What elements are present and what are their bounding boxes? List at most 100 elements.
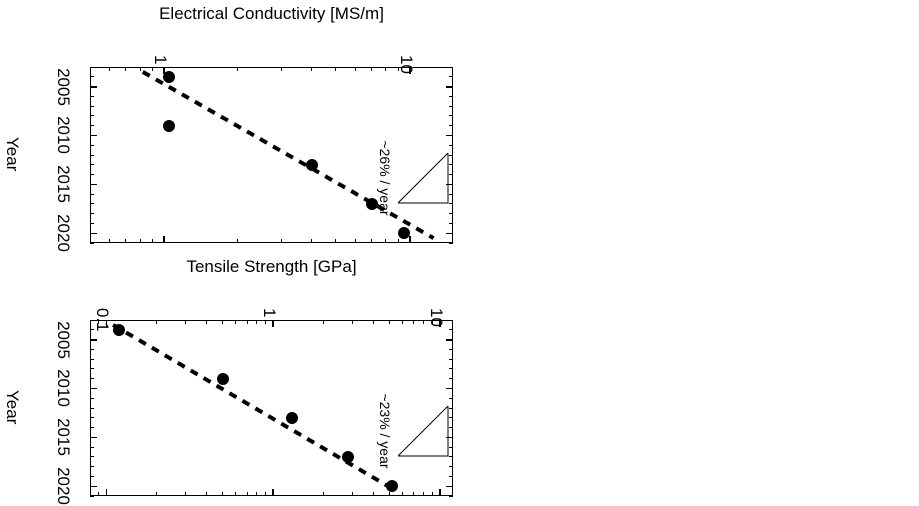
bottom_chart-yminor-top — [256, 320, 257, 324]
top_chart-xminor-r — [449, 145, 453, 146]
bottom_chart-yminor-top — [389, 320, 390, 324]
top_chart-yminor-bot — [125, 239, 126, 243]
bottom_chart-yminor-top — [352, 320, 353, 324]
top_chart-yminor-bot — [152, 239, 153, 243]
top_chart-yminor-top — [385, 67, 386, 71]
bottom_chart-yminor-bot — [423, 492, 424, 496]
bottom_chart-yminor-top — [222, 320, 223, 324]
top_chart-xminor-l — [90, 125, 94, 126]
bottom_chart-xminor-l — [90, 417, 94, 418]
bottom_chart-xtick-l — [90, 486, 97, 488]
top_chart-point — [306, 159, 318, 171]
top_chart-yminor-bot — [371, 239, 372, 243]
bottom_chart-yminor-bot — [222, 492, 223, 496]
bottom_chart-yminor-bot — [389, 492, 390, 496]
top_chart-xtick-l — [90, 135, 97, 137]
top_chart-xminor-l — [90, 115, 94, 116]
bottom_chart-xtick-r — [446, 388, 453, 390]
top_chart-yminor-bot — [385, 239, 386, 243]
top_chart-yminor-top — [371, 67, 372, 71]
bottom_chart-yminor-top — [247, 320, 248, 324]
bottom_chart-xtick-l — [90, 339, 97, 341]
bottom_chart-yminor-bot — [432, 492, 433, 496]
bottom_chart-xtick-r — [446, 339, 453, 341]
top_chart-xtick-label: 2010 — [53, 117, 73, 155]
top_chart-xminor-l — [90, 203, 94, 204]
bottom_chart-xminor-l — [90, 359, 94, 360]
bottom_chart-yminor-top — [373, 320, 374, 324]
top_chart-xtick-r — [446, 233, 453, 235]
top_chart-xminor-l — [90, 76, 94, 77]
bottom_chart-yminor-top — [206, 320, 207, 324]
bottom_chart-ytick-bot — [106, 489, 108, 496]
top_chart-y-title: Electrical Conductivity [MS/m] — [159, 4, 384, 24]
bottom_chart-yminor-top — [235, 320, 236, 324]
top_chart-ytick-bot — [163, 236, 165, 243]
bottom_chart-yminor-top — [265, 320, 266, 324]
top_chart-yminor-top — [109, 67, 110, 71]
bottom_chart-yminor-bot — [185, 492, 186, 496]
bottom_chart-point — [217, 373, 229, 385]
top_chart-ytick-bot — [409, 236, 411, 243]
bottom_chart-yminor-bot — [235, 492, 236, 496]
bottom_chart-yminor-bot — [413, 492, 414, 496]
bottom_chart-xtick-l — [90, 388, 97, 390]
bottom_chart-ytick-bot — [272, 489, 274, 496]
bottom_chart-x-title: Year — [2, 390, 22, 424]
top_chart-xminor-l — [90, 67, 94, 68]
bottom_chart-xminor-r — [449, 368, 453, 369]
top_chart-yminor-top — [355, 67, 356, 71]
bottom_chart-xminor-l — [90, 447, 94, 448]
top_chart-yminor-top — [335, 67, 336, 71]
top_chart-xminor-l — [90, 223, 94, 224]
bottom_chart-xminor-r — [449, 320, 453, 321]
top_chart-yminor-top — [237, 67, 238, 71]
top_chart-xminor-l — [90, 243, 94, 244]
top_chart-yminor-top — [281, 67, 282, 71]
top_chart-xminor-l — [90, 155, 94, 156]
bottom_chart-point — [342, 451, 354, 463]
top_chart-xminor-r — [449, 213, 453, 214]
bottom_chart-point — [286, 412, 298, 424]
bottom_chart-xminor-l — [90, 466, 94, 467]
bottom_chart-slope-triangle — [398, 406, 450, 458]
bottom_chart-xminor-r — [449, 496, 453, 497]
bottom_chart-yminor-bot — [323, 492, 324, 496]
bottom_chart-xminor-l — [90, 496, 94, 497]
top_chart-xtick-r — [446, 135, 453, 137]
bottom_chart-yminor-bot — [352, 492, 353, 496]
top_chart-xminor-r — [449, 243, 453, 244]
bottom_chart-xminor-r — [449, 466, 453, 467]
top_chart-xtick-label: 2005 — [53, 68, 73, 106]
bottom_chart-yminor-top — [156, 320, 157, 324]
top_chart-point — [163, 71, 175, 83]
bottom_chart-yminor-bot — [247, 492, 248, 496]
bottom_chart-point — [113, 324, 125, 336]
bottom_chart-point — [386, 480, 398, 492]
top_chart-xtick-label: 2020 — [53, 214, 73, 252]
top_chart-point — [398, 227, 410, 239]
bottom_chart-xminor-l — [90, 476, 94, 477]
top_chart-xminor-r — [449, 115, 453, 116]
top_chart-xminor-l — [90, 194, 94, 195]
top_chart-xminor-l — [90, 164, 94, 165]
top_chart-yminor-bot — [398, 239, 399, 243]
bottom_chart-xtick-r — [446, 486, 453, 488]
top_chart-xminor-r — [449, 96, 453, 97]
bottom_chart-yminor-bot — [206, 492, 207, 496]
top_chart-xminor-l — [90, 213, 94, 214]
bottom_chart-xminor-r — [449, 398, 453, 399]
bottom_chart-xminor-l — [90, 398, 94, 399]
bottom_chart-yminor-bot — [265, 492, 266, 496]
top_chart-xminor-r — [449, 125, 453, 126]
top_chart-x-title: Year — [2, 137, 22, 171]
bottom_chart: Tensile Strength [GPa]0.1110200520102015… — [0, 257, 460, 496]
top_chart-xminor-r — [449, 67, 453, 68]
bottom_chart-xminor-l — [90, 408, 94, 409]
bottom_chart-slope-label: ~23% / year — [377, 393, 393, 468]
top_chart-xminor-l — [90, 96, 94, 97]
bottom_chart-xminor-r — [449, 329, 453, 330]
top_chart-yminor-top — [140, 67, 141, 71]
bottom_chart-xminor-l — [90, 349, 94, 350]
bottom_chart-y-title: Tensile Strength [GPa] — [186, 257, 356, 277]
